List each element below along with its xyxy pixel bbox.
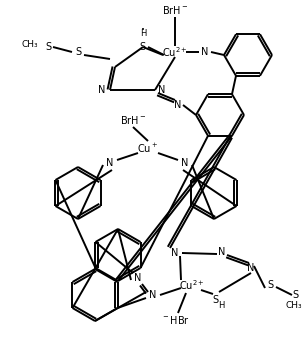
Text: S: S <box>45 42 51 52</box>
Text: •: • <box>141 27 145 33</box>
Text: N: N <box>158 85 165 95</box>
Text: H: H <box>218 301 224 311</box>
Text: Cu$^{2+}$: Cu$^{2+}$ <box>162 45 188 59</box>
Text: S: S <box>212 295 218 305</box>
Text: S: S <box>267 280 273 290</box>
Text: N: N <box>98 85 105 95</box>
Text: H: H <box>140 29 146 38</box>
Text: BrH$^-$: BrH$^-$ <box>120 114 146 126</box>
Text: CH₃: CH₃ <box>285 301 302 310</box>
Text: N: N <box>174 100 182 110</box>
Text: N: N <box>201 47 209 57</box>
Text: S: S <box>292 290 298 300</box>
Text: N: N <box>247 263 255 273</box>
Text: N: N <box>134 273 142 283</box>
Text: $^-$HBr: $^-$HBr <box>161 314 189 326</box>
Text: N: N <box>171 248 179 258</box>
Text: N: N <box>218 247 226 257</box>
Text: Cu$^+$: Cu$^+$ <box>137 141 159 154</box>
Text: S: S <box>139 42 145 52</box>
Text: S: S <box>75 47 81 57</box>
Text: BrH$^-$: BrH$^-$ <box>162 4 188 16</box>
Text: N: N <box>106 158 114 168</box>
Text: Cu$^{2+}$: Cu$^{2+}$ <box>179 278 205 292</box>
Text: N: N <box>149 290 157 300</box>
Text: CH₃: CH₃ <box>22 40 38 49</box>
Text: N: N <box>181 158 189 168</box>
